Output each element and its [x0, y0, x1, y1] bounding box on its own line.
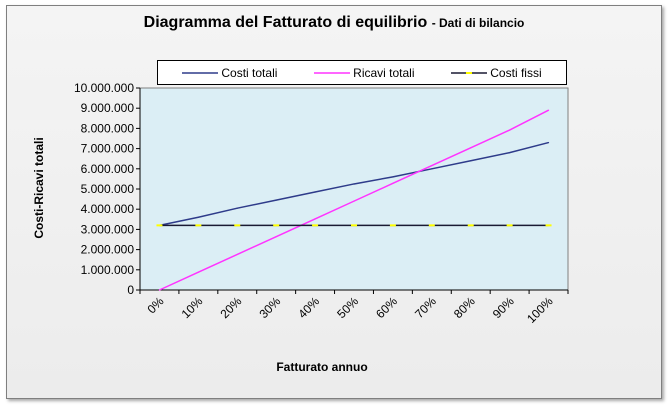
x-tick-label: 10% — [179, 294, 206, 321]
data-point-ricavi-totali — [314, 218, 316, 220]
data-point-costi-totali — [392, 176, 394, 178]
data-point-costi-totali — [470, 160, 472, 162]
data-point-ricavi-totali — [392, 182, 394, 184]
data-point-costi-totali — [197, 216, 199, 218]
data-point-costi-totali — [236, 207, 238, 209]
x-tick-label: 0% — [144, 294, 166, 316]
y-tick-label: 4.000.000 — [81, 202, 135, 216]
legend-swatch-costi-fissi — [451, 71, 488, 74]
data-point-ricavi-totali — [197, 271, 199, 273]
data-point-costi-totali — [353, 183, 355, 185]
data-point-ricavi-totali — [236, 253, 238, 256]
y-tick-label: 1.000.000 — [81, 263, 135, 277]
data-point-costi-totali — [314, 191, 316, 193]
chart-title-main: Diagramma del Fatturato di equilibrio — [143, 14, 428, 31]
legend-swatch-costi-totali — [182, 71, 219, 74]
data-point-ricavi-totali — [509, 129, 511, 131]
x-tick-label: 70% — [412, 294, 439, 321]
x-tick-label: 20% — [218, 294, 245, 321]
plot-area — [139, 87, 569, 291]
data-point-ricavi-totali — [275, 236, 277, 238]
y-tick-label: 6.000.000 — [81, 162, 135, 176]
y-tick-label: 10.000.000 — [74, 81, 134, 95]
y-tick-label: 2.000.000 — [81, 243, 135, 257]
x-tick-label: 80% — [451, 294, 478, 321]
legend-label-costi-fissi: Costi fissi — [490, 65, 542, 80]
data-point-costi-totali — [509, 152, 511, 154]
x-axis-title: Fatturato annuo — [276, 360, 367, 374]
data-point-costi-totali — [431, 168, 433, 170]
y-axis-title: Costi-Ricavi totali — [32, 137, 46, 238]
legend-item-costi-totali: Costi totali — [182, 66, 277, 80]
y-tick-label: 0 — [127, 283, 134, 297]
legend-label-ricavi-totali: Ricavi totali — [353, 65, 415, 80]
legend-item-ricavi-totali: Ricavi totali — [314, 65, 415, 80]
y-tick-label: 7.000.000 — [81, 142, 135, 156]
chart-title: Diagramma del Fatturato di equilibrio - … — [0, 14, 668, 32]
data-point-ricavi-totali — [353, 200, 355, 202]
y-tick-label: 9.000.000 — [81, 101, 135, 115]
chart-legend: Costi totali Ricavi totali Costi fissi — [157, 60, 567, 85]
y-tick-label: 8.000.000 — [81, 121, 135, 135]
x-tick-label: 30% — [256, 294, 283, 321]
data-point-costi-totali — [547, 141, 550, 144]
data-point-ricavi-totali — [158, 289, 161, 291]
x-tick-label: 100% — [524, 294, 556, 326]
chart-subtitle: - Dati di bilancio — [431, 16, 525, 30]
legend-label-costi-totali: Costi totali — [221, 65, 278, 80]
data-point-ricavi-totali — [470, 147, 472, 149]
legend-swatch-ricavi-totali — [314, 71, 351, 74]
data-point-ricavi-totali — [547, 109, 550, 111]
x-tick-label: 50% — [334, 294, 361, 321]
x-tick-label: 60% — [373, 294, 400, 321]
x-tick-label: 40% — [295, 294, 322, 321]
y-tick-label: 5.000.000 — [81, 182, 135, 196]
x-tick-label: 90% — [490, 294, 517, 321]
y-tick-label: 3.000.000 — [81, 222, 135, 236]
legend-item-costi-fissi: Costi fissi — [451, 65, 542, 80]
data-point-costi-totali — [275, 199, 277, 201]
data-point-ricavi-totali — [431, 164, 433, 167]
